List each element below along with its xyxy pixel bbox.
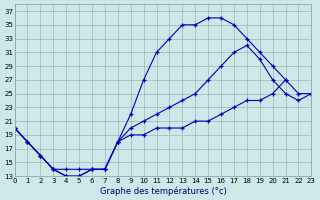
X-axis label: Graphe des températures (°c): Graphe des températures (°c) xyxy=(100,186,226,196)
